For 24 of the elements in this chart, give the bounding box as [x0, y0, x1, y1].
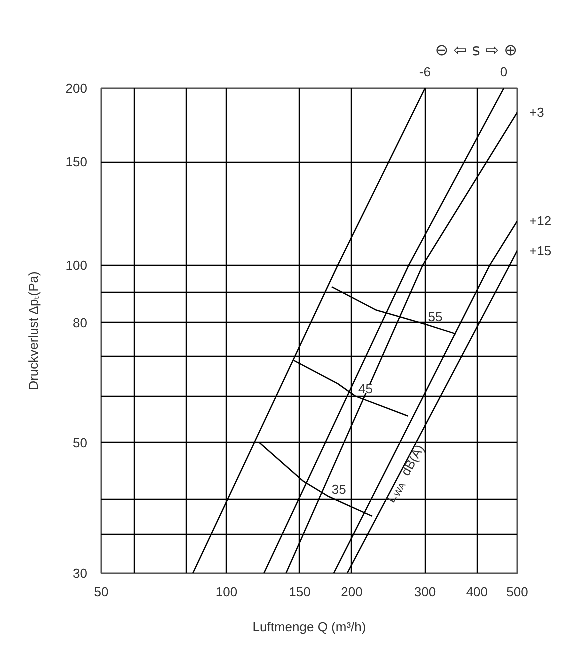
- x-tick-label: 150: [289, 584, 311, 600]
- x-axis-title: Luftmenge Q (m³/h): [252, 620, 366, 634]
- y-axis-title: Druckverlust ∆pₜ(Pa): [26, 272, 41, 390]
- y-tick-label: 150: [66, 154, 88, 170]
- y-tick-label: 80: [73, 315, 88, 330]
- series-label: +15: [530, 243, 552, 258]
- y-tick-label: 30: [73, 566, 88, 581]
- series-label: 0: [500, 64, 508, 80]
- series-label: -6: [419, 64, 431, 80]
- x-tick-label: 100: [216, 584, 238, 600]
- x-tick-label: 300: [414, 584, 436, 600]
- x-tick-label: 400: [466, 584, 488, 600]
- x-tick-label: 500: [506, 584, 528, 600]
- series-label: 35: [332, 482, 346, 497]
- y-tick-label: 50: [73, 435, 88, 450]
- series-label: +3: [530, 105, 544, 120]
- series-label: 55: [428, 309, 443, 324]
- x-tick-label: 200: [341, 584, 363, 600]
- x-tick-label: 50: [94, 584, 109, 600]
- y-tick-label: 100: [66, 258, 88, 274]
- series-label: 45: [358, 381, 374, 396]
- series-label: +12: [530, 214, 552, 229]
- text: ⊖ ⇦ s ⇨ ⊕: [435, 40, 518, 60]
- y-tick-label: 200: [66, 81, 88, 96]
